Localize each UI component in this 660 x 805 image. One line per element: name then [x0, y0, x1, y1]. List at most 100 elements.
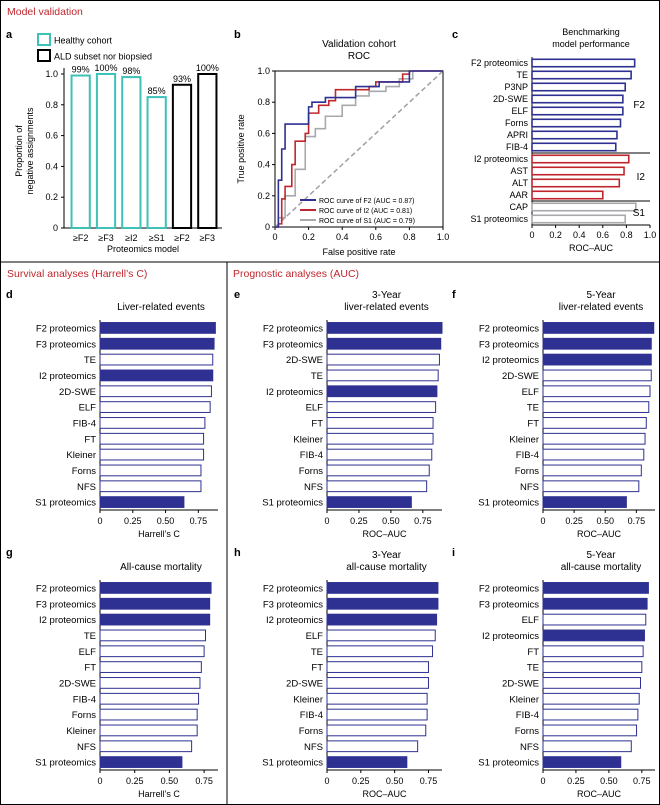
category-label: F2 proteomics — [263, 323, 323, 334]
bar — [326, 661, 429, 673]
x-axis-label: False positive rate — [322, 247, 395, 257]
chart-title: 5-Year — [586, 290, 616, 301]
chart-title: Benchmarking — [562, 27, 620, 37]
x-tick-label: ≥F2 — [174, 233, 189, 243]
category-label: S1 proteomics — [478, 498, 539, 509]
panel-letter: c — [452, 29, 458, 41]
category-label: FIB-4 — [300, 710, 323, 721]
bar — [99, 645, 205, 658]
bar — [197, 73, 218, 229]
category-label: I2 proteomics — [266, 615, 323, 626]
bar — [326, 740, 419, 753]
bar — [326, 582, 439, 594]
group-label: F2 — [633, 100, 645, 111]
category-label: TE — [311, 371, 323, 382]
x-tick-label: 0.50 — [382, 516, 400, 526]
category-label: Forns — [299, 466, 324, 477]
bar — [542, 385, 651, 398]
category-label: Kleiner — [509, 434, 539, 445]
category-label: TE — [516, 70, 528, 80]
bar — [146, 96, 167, 229]
category-label: TE — [84, 355, 96, 366]
bar — [531, 142, 617, 152]
category-label: AST — [510, 166, 528, 176]
bar — [99, 401, 211, 413]
y-axis-label: Proportion of — [14, 125, 24, 177]
bar — [99, 629, 207, 642]
x-tick-label: 0 — [324, 516, 329, 526]
panel-letter: i — [452, 547, 455, 559]
x-axis-label: Proteomics model — [107, 244, 179, 254]
x-tick-label: 0.75 — [633, 776, 651, 786]
x-tick-label: 1.0 — [644, 230, 657, 240]
x-tick-label: ≥F3 — [98, 233, 113, 243]
bar-value-label: 85% — [148, 86, 166, 96]
bar — [531, 166, 625, 176]
chart-title: ROC — [348, 51, 370, 62]
category-label: NFS — [77, 742, 96, 753]
bar — [326, 464, 430, 477]
category-label: Kleiner — [66, 450, 96, 461]
x-tick-label: 0.75 — [190, 516, 208, 526]
bar — [326, 724, 427, 737]
bar — [326, 645, 434, 658]
panel-letter: f — [452, 289, 456, 301]
category-label: F2 proteomics — [263, 583, 323, 594]
category-label: Forns — [515, 466, 540, 477]
diagonal-reference — [274, 70, 444, 228]
bar — [531, 130, 618, 140]
x-tick-label: ≥F2 — [73, 233, 88, 243]
bar — [99, 756, 183, 768]
bar — [99, 353, 214, 366]
bar — [99, 322, 216, 334]
category-label: FT — [311, 418, 323, 429]
bar — [121, 76, 142, 229]
bar — [326, 496, 412, 508]
x-tick-label: 0.50 — [596, 516, 614, 526]
x-axis-label: ROC–AUC — [362, 529, 407, 539]
x-tick-label: 0 — [97, 776, 102, 786]
bar — [99, 337, 215, 350]
bar — [531, 118, 622, 128]
category-label: S1 proteomics — [35, 758, 96, 769]
category-label: Forns — [299, 726, 324, 737]
bar — [531, 106, 624, 116]
x-tick-label: 0.75 — [414, 516, 432, 526]
category-label: S1 proteomics — [262, 758, 323, 769]
x-tick-label: 0.25 — [350, 516, 368, 526]
bar — [99, 724, 198, 737]
bar — [542, 401, 650, 413]
x-tick-label: ≥F3 — [200, 233, 215, 243]
bar — [531, 58, 636, 68]
category-label: 2D-SWE — [286, 678, 323, 689]
bar — [542, 417, 647, 429]
bar — [326, 708, 428, 721]
x-tick-label: 0 — [540, 516, 545, 526]
panel-letter: a — [6, 29, 13, 41]
category-label: Kleiner — [509, 694, 539, 705]
bar-value-label: 100% — [196, 63, 219, 73]
category-label: F3 proteomics — [479, 599, 539, 610]
x-tick-label: 0.6 — [597, 230, 610, 240]
bar — [99, 597, 211, 610]
y-tick-label: 0 — [265, 222, 270, 232]
category-label: ELF — [511, 106, 528, 116]
category-label: Forns — [515, 726, 540, 737]
chart-title: 5-Year — [586, 550, 616, 561]
bar — [542, 740, 632, 753]
chart-title: model performance — [552, 39, 630, 49]
category-label: Forns — [72, 466, 97, 477]
category-label: I2 proteomics — [474, 154, 529, 164]
category-label: NFS — [304, 742, 323, 753]
category-label: Forns — [505, 118, 529, 128]
bar — [542, 677, 642, 689]
bar — [542, 432, 646, 445]
panel-g-all-cause-mortality: g All-cause mortality F2 proteomics F3 prot… — [6, 547, 218, 799]
x-tick-label: 0.25 — [126, 776, 144, 786]
x-tick-label: 0 — [529, 230, 534, 240]
category-label: 2D-SWE — [493, 94, 528, 104]
